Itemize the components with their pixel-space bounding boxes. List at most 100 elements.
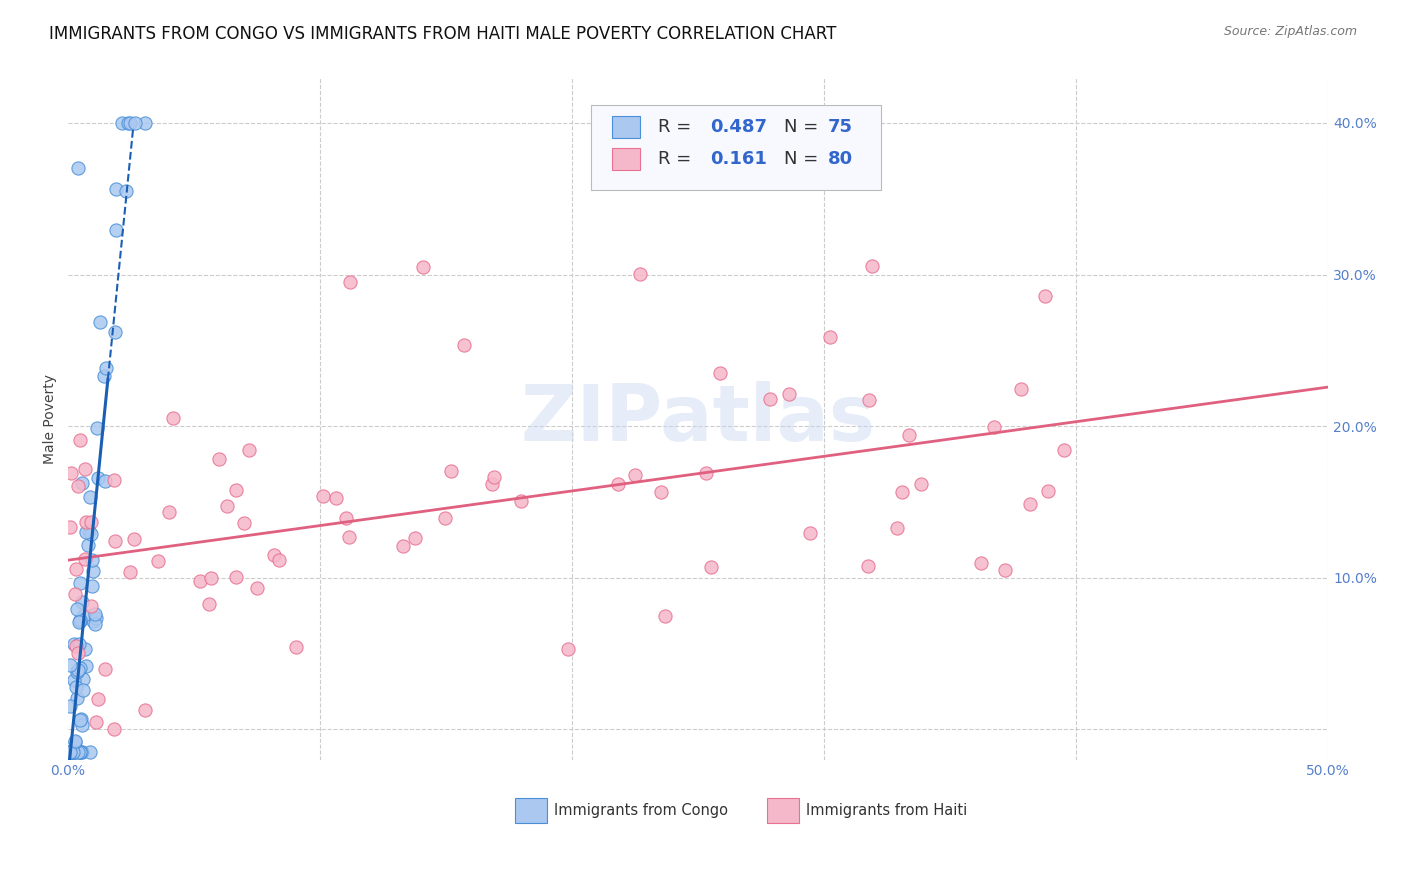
FancyBboxPatch shape [591,104,880,190]
Point [105,223,128,237]
Point [63,734,86,748]
Point [104,325,127,339]
Point [246,582,269,596]
Text: N =: N = [783,150,824,169]
Point [482,470,505,484]
Point [66,479,89,493]
Point [606,477,628,491]
Point [910,477,932,491]
Text: R =: R = [658,150,702,169]
Point [103,473,125,487]
Point [162,410,184,425]
Point [82,579,104,593]
Point [157,505,180,519]
Point [70,594,93,608]
Text: 80: 80 [828,150,853,169]
Point [80,515,103,529]
Point [60,745,83,759]
Point [84,714,107,729]
Point [510,494,533,508]
Point [858,558,880,573]
Point [70,745,93,759]
Point [67,745,90,759]
Text: 75: 75 [828,119,852,136]
Point [72,476,94,491]
Point [433,511,456,525]
Point [60,745,83,759]
Point [117,116,139,130]
Text: Source: ZipAtlas.com: Source: ZipAtlas.com [1223,25,1357,38]
Point [70,745,93,759]
Point [79,745,101,759]
Point [69,614,91,628]
Point [59,745,82,759]
Point [63,735,86,749]
Point [208,451,231,466]
Y-axis label: Male Poverty: Male Poverty [44,374,58,464]
Point [75,524,97,539]
Bar [515,798,547,823]
Point [891,484,914,499]
Point [66,646,89,660]
Point [59,745,82,759]
Point [557,641,579,656]
Point [82,614,104,628]
Point [453,338,475,352]
Point [134,703,156,717]
Point [225,483,247,497]
Point [818,330,841,344]
Point [73,551,96,566]
Point [118,565,141,579]
Point [94,662,117,676]
FancyBboxPatch shape [612,116,640,138]
Point [104,182,127,196]
Point [73,462,96,476]
Point [709,367,731,381]
Point [84,611,107,625]
Point [66,602,89,616]
Text: ZIPatlas: ZIPatlas [520,381,876,457]
Point [63,673,86,688]
Point [93,369,115,384]
Point [69,714,91,728]
Point [72,672,94,686]
Point [75,516,97,530]
Point [66,665,89,680]
Point [87,692,110,706]
Point [66,664,89,678]
Point [63,587,86,601]
Point [217,500,239,514]
Text: IMMIGRANTS FROM CONGO VS IMMIGRANTS FROM HAITI MALE POVERTY CORRELATION CHART: IMMIGRANTS FROM CONGO VS IMMIGRANTS FROM… [49,25,837,43]
Point [62,745,84,759]
Point [83,607,105,621]
Point [69,434,91,448]
Point [69,745,91,759]
Bar [768,798,799,823]
Point [65,680,87,694]
Point [110,116,132,130]
Point [103,723,125,737]
Point [67,615,90,630]
Point [59,745,82,759]
Point [76,538,98,552]
Point [82,564,104,578]
Point [1038,483,1060,498]
Point [63,745,86,759]
Point [89,315,111,329]
Point [886,521,908,535]
Point [146,554,169,568]
Point [758,392,780,407]
Point [122,532,145,546]
Point [198,597,221,611]
Point [59,745,82,759]
Point [412,260,434,274]
Point [124,116,146,130]
Point [62,745,84,759]
Point [83,617,105,632]
Point [654,608,676,623]
Point [86,420,108,434]
Point [67,745,90,759]
Point [1018,497,1040,511]
Point [134,116,156,130]
Point [188,574,211,588]
